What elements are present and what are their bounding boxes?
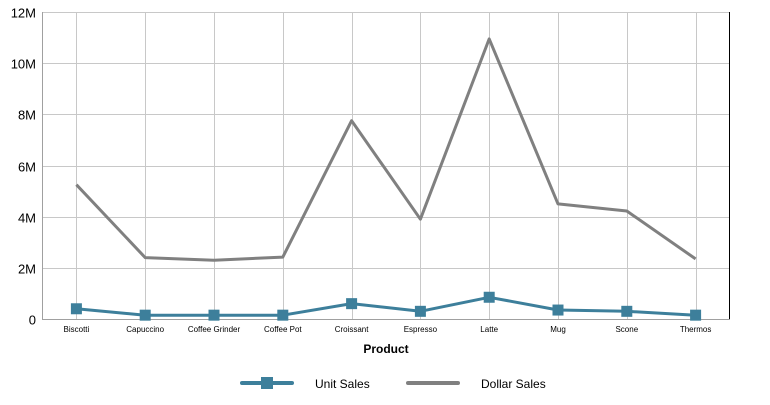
x-tick-label-scone: Scone <box>615 325 638 334</box>
data-point-unit-sales-coffee-pot <box>277 309 289 321</box>
y-tick-label: 8M <box>18 108 36 123</box>
data-point-unit-sales-scone <box>621 305 633 317</box>
data-point-unit-sales-croissant <box>346 298 358 310</box>
x-tick-label-thermos: Thermos <box>680 325 712 334</box>
x-tick-label-espresso: Espresso <box>404 325 438 334</box>
y-tick-label: 0 <box>29 313 36 328</box>
data-point-unit-sales-biscotti <box>70 303 82 315</box>
y-axis-ticks: 0 2M 4M 6M 8M 10M 12M <box>11 6 36 328</box>
data-point-unit-sales-thermos <box>690 309 702 321</box>
chart-axes <box>42 12 730 320</box>
y-tick-label: 12M <box>11 6 36 21</box>
series-line-unit-sales <box>76 295 696 317</box>
x-tick-label-coffee-pot: Coffee Pot <box>264 325 302 334</box>
x-tick-label-mug: Mug <box>550 325 566 334</box>
data-point-unit-sales-latte <box>483 291 495 303</box>
data-point-unit-sales-coffee-grinder <box>208 309 220 321</box>
legend-dollar-sales-label: Dollar Sales <box>481 377 546 391</box>
x-tick-label-latte: Latte <box>480 325 498 334</box>
legend-item-unit-sales: Unit Sales <box>240 377 370 391</box>
chart-series <box>70 37 702 321</box>
legend-item-dollar-sales: Dollar Sales <box>406 377 546 391</box>
legend-unit-sales-label: Unit Sales <box>315 377 370 391</box>
x-tick-label-capuccino: Capuccino <box>126 325 164 334</box>
chart-grid <box>42 12 730 319</box>
x-axis-ticks: Biscotti Capuccino Coffee Grinder Coffee Po… <box>64 325 712 334</box>
y-tick-label: 4M <box>18 211 36 226</box>
x-tick-label-biscotti: Biscotti <box>64 325 90 334</box>
y-tick-label: 10M <box>11 57 36 72</box>
data-point-unit-sales-mug <box>552 304 564 316</box>
series-line-dollar-sales <box>75 37 697 262</box>
y-tick-label: 2M <box>18 262 36 277</box>
data-point-unit-sales-capuccino <box>139 309 151 321</box>
y-tick-label: 6M <box>18 160 36 175</box>
chart-legend: Unit Sales Dollar Sales <box>240 377 546 391</box>
x-tick-label-croissant: Croissant <box>335 325 370 334</box>
legend-unit-sales-marker <box>261 377 273 389</box>
data-point-unit-sales-espresso <box>414 305 426 317</box>
x-tick-label-coffee-grinder: Coffee Grinder <box>188 325 241 334</box>
x-axis-title: Product <box>363 342 408 356</box>
